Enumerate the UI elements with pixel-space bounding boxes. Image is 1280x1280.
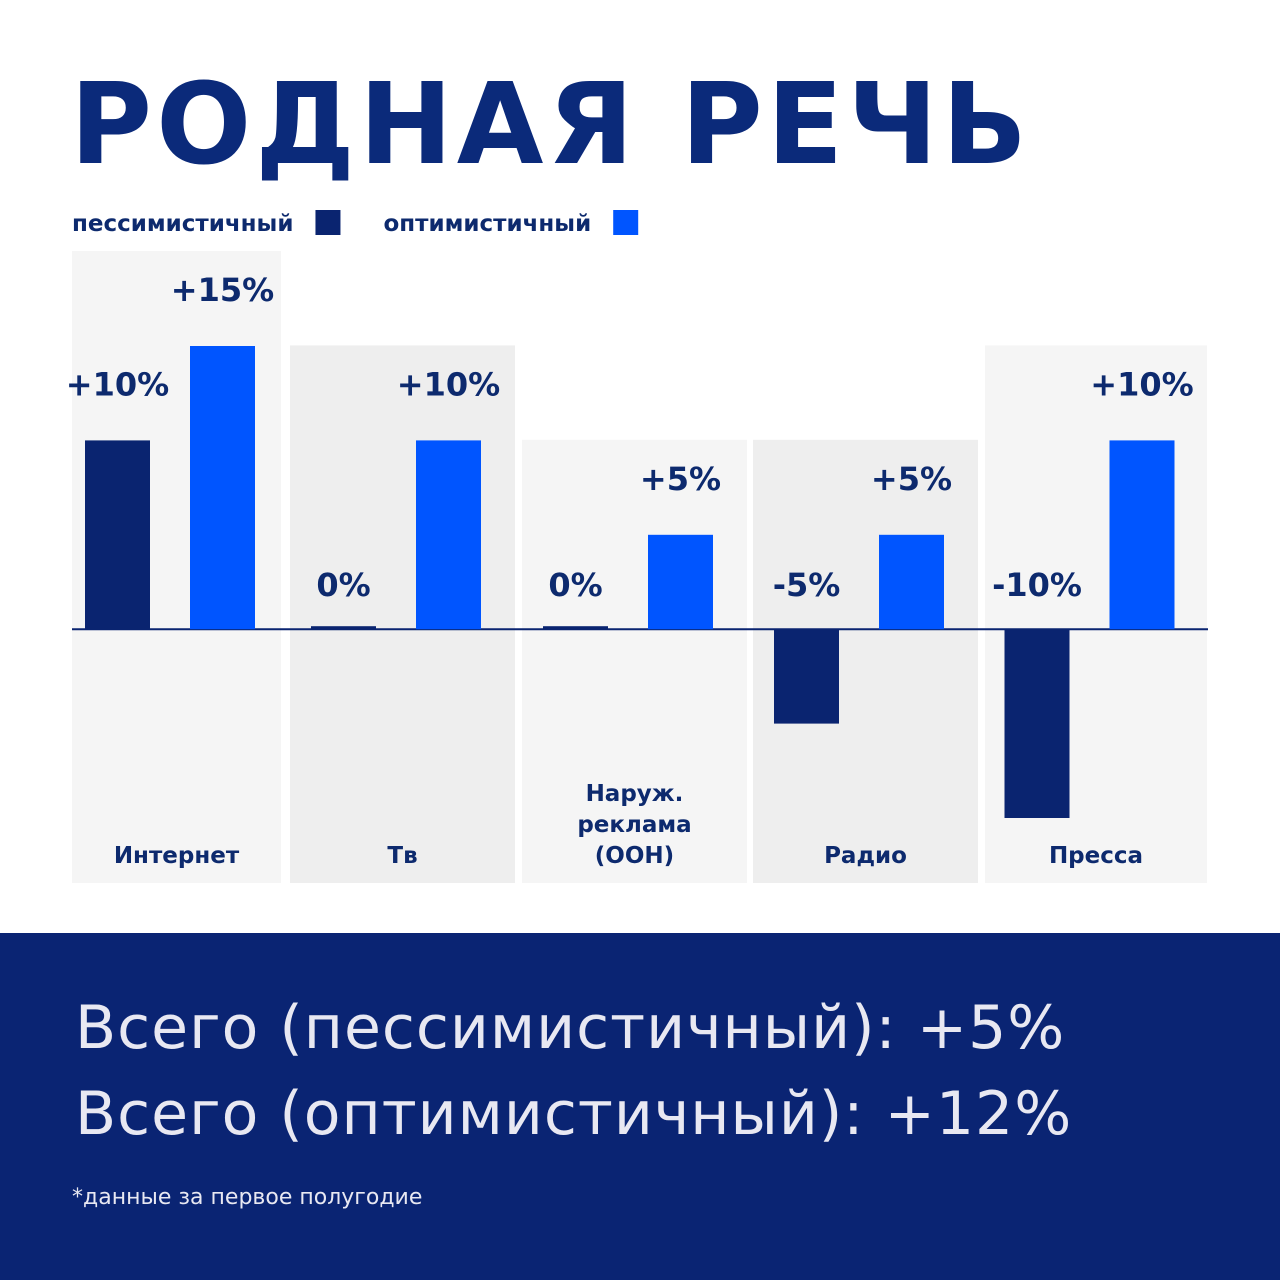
value-label: 0% xyxy=(548,566,602,604)
summary-panel: Всего (пессимистичный): +5% Всего (оптим… xyxy=(0,933,1280,1280)
bar xyxy=(1109,440,1175,630)
footnote: *данные за первое полугодие xyxy=(72,1185,423,1210)
bar xyxy=(774,629,839,724)
category-label: Тв xyxy=(387,843,418,869)
value-label: +10% xyxy=(66,365,169,403)
bar xyxy=(543,626,608,630)
legend-label: пессимистичный xyxy=(72,211,293,237)
category-label: Радио xyxy=(824,843,907,869)
category-label: Интернет xyxy=(113,843,240,869)
summary-line: Всего (оптимистичный): +12% xyxy=(75,1079,1073,1149)
legend-swatch xyxy=(613,210,639,235)
value-label: +5% xyxy=(640,460,721,498)
category-panel xyxy=(290,345,515,883)
bar xyxy=(190,346,255,630)
legend-label: оптимистичный xyxy=(383,211,591,237)
chart-title: РОДНАЯ РЕЧЬ xyxy=(70,60,1031,190)
bar xyxy=(416,440,481,630)
bar xyxy=(648,534,713,630)
bar xyxy=(311,626,376,630)
value-label: +15% xyxy=(171,271,274,309)
summary-line: Всего (пессимистичный): +5% xyxy=(75,993,1066,1063)
category-label: Пресса xyxy=(1048,843,1144,869)
chart: РОДНАЯ РЕЧЬ пессимистичный оптимистичный +… xyxy=(66,60,1208,883)
value-label: -10% xyxy=(992,566,1082,604)
value-label: +10% xyxy=(397,365,500,403)
bar xyxy=(1004,629,1070,818)
bar xyxy=(879,534,944,630)
value-label: -5% xyxy=(773,566,841,604)
legend-swatch xyxy=(315,210,341,235)
category-label: Наруж. реклама (ООН) xyxy=(577,781,692,869)
value-label: +10% xyxy=(1090,365,1193,403)
value-label: 0% xyxy=(316,566,370,604)
category-panel xyxy=(522,439,747,883)
value-label: +5% xyxy=(871,460,952,498)
bar xyxy=(85,440,150,630)
